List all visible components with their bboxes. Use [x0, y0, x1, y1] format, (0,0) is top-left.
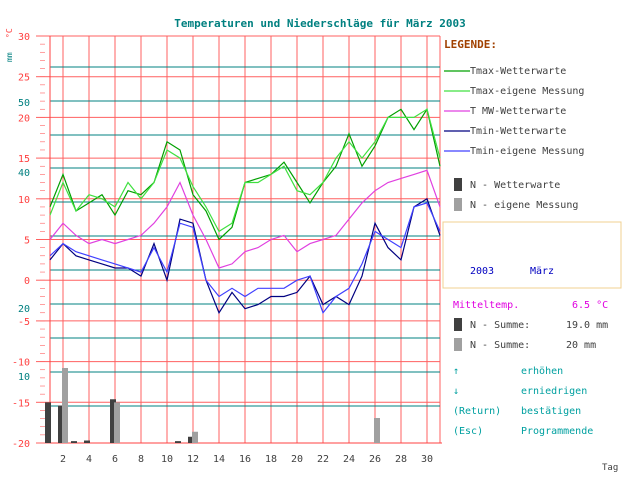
x-tick-label: 20: [291, 454, 303, 465]
precip-bar-eigene: [374, 418, 380, 443]
temp-tick-label: 25: [18, 73, 30, 84]
precip-bar-wetterwarte: [58, 405, 64, 443]
precip-bar-eigene: [114, 402, 120, 443]
x-tick-label: 16: [239, 454, 251, 465]
sum2-swatch: [454, 338, 462, 351]
control-exit[interactable]: (Esc) Programmende: [453, 426, 593, 437]
series-line-2: [49, 108, 441, 233]
y-unit-mm: mm: [5, 52, 14, 62]
temp-tick-label: 30: [18, 32, 30, 43]
series-line-5: [49, 202, 441, 315]
temperature-lines: [49, 107, 441, 315]
x-tick-label: 4: [86, 454, 92, 465]
temp-tick-label: -5: [18, 317, 30, 328]
legend-bar-label-1: N - Wetterwarte: [470, 180, 560, 191]
legend: LEGENDE: Tmax-Wetterwarte Tmax-eigene Mes…: [444, 38, 584, 211]
chart-grid: [36, 35, 442, 444]
precip-tick-label: 50: [18, 98, 30, 109]
precip-tick-label: 10: [18, 372, 30, 383]
legend-bar-label-2: N - eigene Messung: [470, 200, 578, 211]
legend-label: Tmax-Wetterwarte: [470, 66, 566, 77]
stats-panel: Mitteltemp. 6.5 °C N - Summe: 19.0 mm N …: [453, 300, 608, 351]
legend-label: T MW-Wetterwarte: [470, 106, 566, 117]
control-increase-key: ↑: [453, 366, 459, 377]
x-tick-label: 28: [395, 454, 407, 465]
control-exit-key: (Esc): [453, 426, 483, 437]
precip-bar-eigene: [62, 368, 68, 443]
sum2-value: 20 mm: [566, 340, 596, 351]
temp-tick-label: 20: [18, 113, 30, 124]
temp-tick-label: 0: [24, 276, 30, 287]
sum2-label: N - Summe:: [470, 340, 530, 351]
x-tick-label: 12: [187, 454, 199, 465]
mean-temp-value: 6.5 °C: [572, 300, 608, 311]
controls-panel: ↑ erhöhen ↓ erniedrigen (Return) bestäti…: [453, 366, 593, 437]
date-year: 2003: [470, 266, 494, 277]
mean-temp-label: Mitteltemp.: [453, 300, 519, 311]
sum1-label: N - Summe:: [470, 320, 530, 331]
legend-item-3: T MW-Wetterwarte: [444, 106, 566, 117]
control-decrease-action: erniedrigen: [521, 386, 587, 397]
temp-tick-label: 15: [18, 154, 30, 165]
legend-item-5: Tmin-eigene Messung: [444, 146, 584, 157]
precip-bar-wetterwarte: [110, 399, 116, 443]
x-axis-label: Tag: [602, 463, 618, 473]
precip-tick-label: 40: [18, 168, 30, 179]
legend-item-2: Tmax-eigene Messung: [444, 86, 584, 97]
temp-tick-label: -20: [12, 439, 30, 450]
temp-tick-label: -15: [12, 398, 30, 409]
precip-tick-label: 20: [18, 304, 30, 315]
date-month: März: [530, 266, 554, 277]
x-tick-label: 18: [265, 454, 277, 465]
x-tick-label: 10: [161, 454, 173, 465]
x-tick-label: 30: [421, 454, 433, 465]
precip-bar-wetterwarte: [45, 402, 51, 443]
control-decrease[interactable]: ↓ erniedrigen: [453, 386, 587, 397]
precip-bar-wetterwarte: [84, 440, 90, 443]
x-tick-label: 14: [213, 454, 225, 465]
precip-bar-wetterwarte: [71, 441, 77, 443]
control-confirm-action: bestätigen: [521, 406, 581, 417]
legend-title: LEGENDE:: [444, 38, 497, 51]
x-tick-label: 6: [112, 454, 118, 465]
control-confirm-key: (Return): [453, 406, 501, 417]
control-increase[interactable]: ↑ erhöhen: [453, 366, 563, 377]
x-tick-label: 24: [343, 454, 355, 465]
date-box: [442, 221, 622, 289]
x-tick-label: 22: [317, 454, 329, 465]
precipitation-bars: [45, 368, 380, 443]
control-increase-action: erhöhen: [521, 366, 563, 377]
precip-bar-wetterwarte: [175, 441, 181, 443]
temp-tick-label: -10: [12, 358, 30, 369]
control-confirm[interactable]: (Return) bestätigen: [453, 406, 581, 417]
series-line-4: [49, 197, 441, 315]
legend-bar-item-1: N - Wetterwarte: [454, 178, 560, 191]
sum1-swatch: [454, 318, 462, 331]
temp-tick-label: 5: [24, 236, 30, 247]
legend-label: Tmin-Wetterwarte: [470, 126, 566, 137]
y-unit-celsius: °C: [5, 28, 14, 38]
legend-item-1: Tmax-Wetterwarte: [444, 66, 566, 77]
x-tick-label: 8: [138, 454, 144, 465]
x-tick-label: 26: [369, 454, 381, 465]
x-tick-label: 2: [60, 454, 66, 465]
series-line-3: [49, 169, 441, 269]
precip-bar-wetterwarte: [188, 436, 194, 443]
precip-bar-eigene: [192, 431, 198, 443]
control-exit-action: Programmende: [521, 426, 593, 437]
legend-label: Tmax-eigene Messung: [470, 86, 584, 97]
chart-title: Temperaturen und Niederschläge für März …: [174, 17, 465, 30]
temp-tick-label: 10: [18, 195, 30, 206]
legend-item-4: Tmin-Wetterwarte: [444, 126, 566, 137]
legend-bar-swatch-2: [454, 198, 462, 211]
sum1-value: 19.0 mm: [566, 320, 608, 331]
legend-label: Tmin-eigene Messung: [470, 146, 584, 157]
legend-bar-item-2: N - eigene Messung: [454, 198, 578, 211]
legend-bar-swatch-1: [454, 178, 462, 191]
control-decrease-key: ↓: [453, 386, 459, 397]
